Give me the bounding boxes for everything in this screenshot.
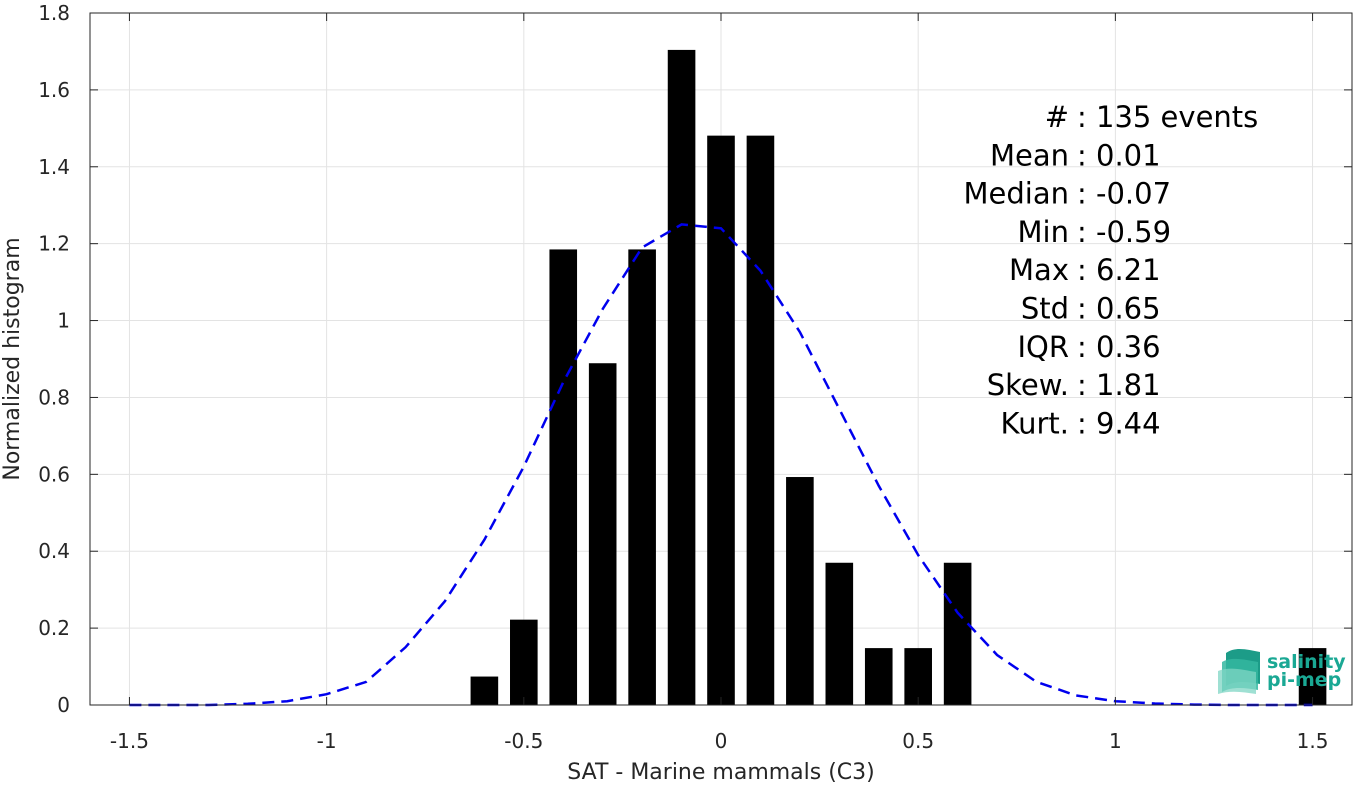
stat-label: IQR <box>1017 330 1069 364</box>
histogram-bar <box>667 49 696 705</box>
histogram-bar <box>825 562 854 705</box>
y-tick-label: 1.6 <box>38 78 70 102</box>
y-axis-label: Normalized histogram <box>0 237 25 480</box>
stat-label: Min <box>1018 215 1069 249</box>
stat-label: Skew. <box>987 368 1069 402</box>
y-tick-label: 0.2 <box>38 616 70 640</box>
histogram-bar <box>864 648 893 705</box>
histogram-bars <box>470 49 1327 706</box>
histogram-bar <box>628 249 656 705</box>
x-tick-label: 1.5 <box>1297 729 1329 753</box>
stat-label: Kurt. <box>1001 406 1069 440</box>
y-tick-label: 1.4 <box>38 155 70 179</box>
stat-value: : 0.01 <box>1077 138 1161 172</box>
logo-text-pi-mep: pi-mep <box>1267 669 1341 691</box>
stat-value: : 0.36 <box>1077 330 1161 364</box>
histogram-bar <box>746 135 775 706</box>
logo-text-salinity: salinity <box>1267 651 1346 673</box>
histogram-bar <box>588 363 617 705</box>
x-tick-label: -1.5 <box>110 729 149 753</box>
y-tick-label: 0.8 <box>38 385 70 409</box>
stat-label: Median <box>964 177 1069 211</box>
histogram-bar <box>786 477 814 705</box>
stat-label: Max <box>1009 253 1069 287</box>
x-tick-label: 0.5 <box>902 729 934 753</box>
x-tick-label: 1 <box>1109 729 1122 753</box>
salinity-pi-mep-logo: salinity pi-mep <box>1218 649 1346 694</box>
stat-value: : 9.44 <box>1077 406 1161 440</box>
histogram-bar <box>904 648 932 705</box>
y-tick-label: 0.6 <box>38 462 70 486</box>
x-tick-label: -1 <box>317 729 337 753</box>
stat-value: : 1.81 <box>1077 368 1161 402</box>
histogram-bar <box>943 562 972 705</box>
histogram-bar <box>510 619 538 705</box>
y-tick-label: 1 <box>57 309 70 333</box>
y-tick-label: 0.4 <box>38 539 70 563</box>
axis-ticks: -1.5 -1 -0.5 0 0.5 1 1.5 0 0.2 0.4 0.6 0.8 1 1.2 1.4 1.… <box>38 1 1352 753</box>
histogram-bar <box>549 249 578 705</box>
stat-value: : 0.65 <box>1077 292 1161 326</box>
stat-label: # <box>1045 100 1069 134</box>
histogram-bar <box>1298 648 1327 705</box>
x-axis-label: SAT - Marine mammals (C3) <box>567 760 875 785</box>
stat-label: Std <box>1021 292 1069 326</box>
stat-value: : 6.21 <box>1077 253 1161 287</box>
y-tick-label: 0 <box>57 693 70 717</box>
histogram-bar <box>707 135 735 706</box>
x-tick-label: 0 <box>715 729 728 753</box>
stat-value: : -0.59 <box>1077 215 1171 249</box>
wave-logo-icon <box>1218 649 1260 694</box>
y-tick-label: 1.2 <box>38 232 70 256</box>
stat-value: : -0.07 <box>1077 177 1171 211</box>
y-tick-label: 1.8 <box>38 1 70 25</box>
histogram-bar <box>470 676 499 705</box>
stat-label: Mean <box>990 138 1069 172</box>
x-tick-label: -0.5 <box>504 729 543 753</box>
stat-value: : 135 events <box>1077 100 1258 134</box>
